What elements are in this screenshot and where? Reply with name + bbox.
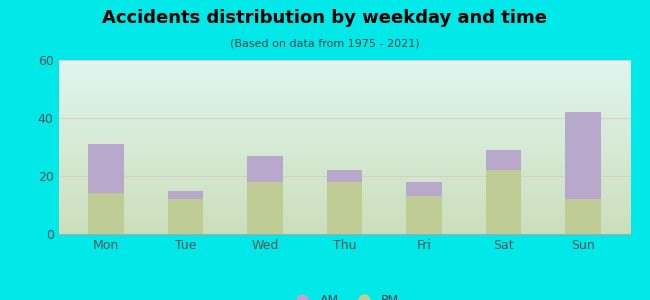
Bar <box>88 194 124 234</box>
Bar <box>565 112 601 199</box>
Bar <box>88 144 124 194</box>
Bar <box>486 170 521 234</box>
Bar <box>168 199 203 234</box>
Text: (Based on data from 1975 - 2021): (Based on data from 1975 - 2021) <box>230 39 420 49</box>
Bar <box>326 182 363 234</box>
Bar <box>168 190 203 199</box>
Bar <box>326 170 363 182</box>
Bar <box>247 182 283 234</box>
Bar <box>247 156 283 182</box>
Bar <box>406 182 442 196</box>
Legend: AM, PM: AM, PM <box>285 289 404 300</box>
Bar <box>406 196 442 234</box>
Bar <box>565 199 601 234</box>
Text: Accidents distribution by weekday and time: Accidents distribution by weekday and ti… <box>103 9 547 27</box>
Bar <box>486 150 521 170</box>
